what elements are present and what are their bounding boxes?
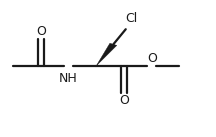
Text: O: O <box>36 25 46 38</box>
Text: Cl: Cl <box>125 12 138 25</box>
Text: O: O <box>147 52 157 65</box>
Polygon shape <box>96 43 117 66</box>
Text: O: O <box>119 94 129 107</box>
Text: NH: NH <box>59 72 78 85</box>
